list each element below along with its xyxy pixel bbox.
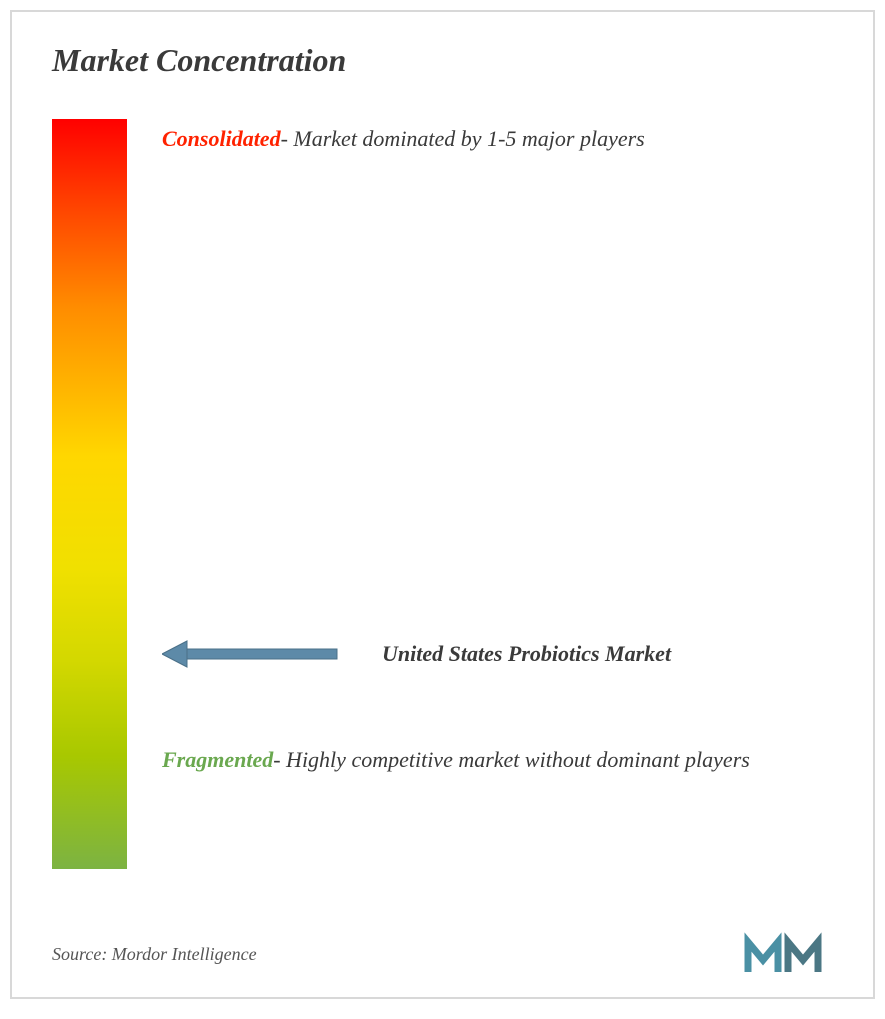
concentration-gradient-bar (52, 119, 127, 869)
footer: Source: Mordor Intelligence (52, 932, 833, 977)
content-area: Consolidated- Market dominated by 1-5 ma… (52, 119, 833, 899)
market-name-label: United States Probiotics Market (382, 641, 671, 667)
source-label: Source: Mordor Intelligence (52, 944, 257, 965)
consolidated-label: Consolidated- Market dominated by 1-5 ma… (162, 119, 813, 159)
labels-area: Consolidated- Market dominated by 1-5 ma… (162, 119, 833, 899)
fragmented-text: Fragmented- Highly competitive market wi… (162, 739, 813, 781)
fragmented-label: Fragmented- Highly competitive market wi… (162, 739, 813, 781)
page-title: Market Concentration (52, 42, 833, 79)
consolidated-description: - Market dominated by 1-5 major players (281, 126, 645, 151)
mordor-logo-icon (743, 932, 833, 977)
consolidated-keyword: Consolidated (162, 126, 281, 151)
fragmented-keyword: Fragmented (162, 747, 273, 772)
arrow-left-icon (162, 639, 342, 669)
consolidated-text: Consolidated- Market dominated by 1-5 ma… (162, 119, 813, 159)
infographic-container: Market Concentration Consolidated- Marke… (10, 10, 875, 999)
fragmented-description: - Highly competitive market without domi… (273, 747, 750, 772)
arrow-section: United States Probiotics Market (162, 639, 671, 669)
